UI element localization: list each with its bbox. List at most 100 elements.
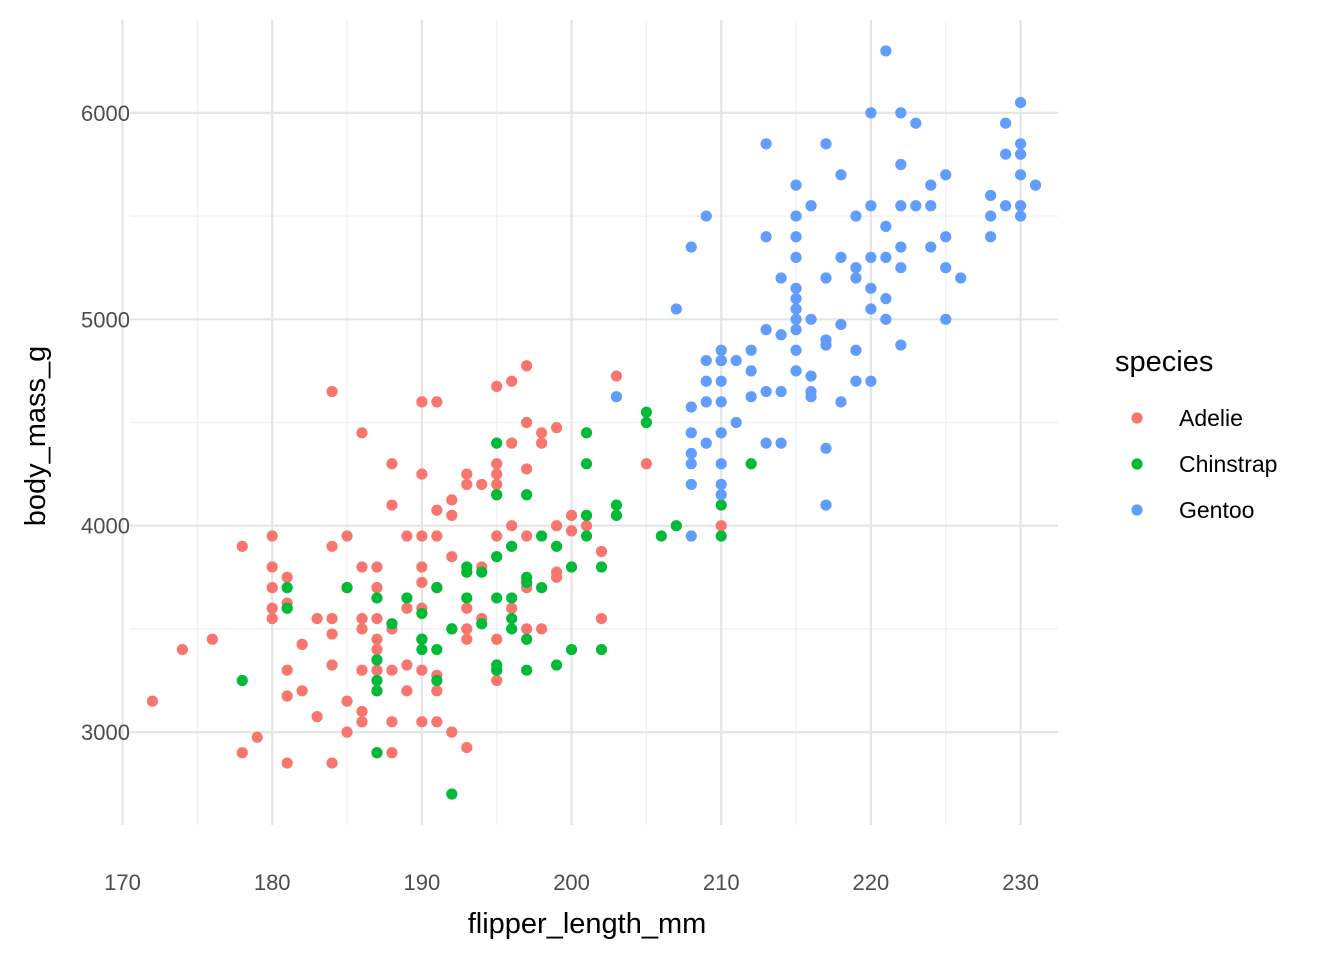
y-tick-label: 4000 — [81, 514, 130, 539]
data-point — [715, 478, 727, 491]
legend-key-gentoo — [1131, 504, 1143, 516]
data-point — [775, 437, 787, 449]
data-point — [895, 241, 907, 253]
data-point — [521, 463, 533, 475]
data-point — [805, 313, 817, 325]
data-point — [326, 385, 338, 398]
data-point — [446, 726, 458, 738]
data-point — [281, 757, 293, 769]
data-point — [655, 530, 667, 542]
data-point — [401, 659, 413, 671]
data-point — [491, 664, 503, 676]
data-point — [536, 427, 548, 439]
data-point — [236, 674, 248, 687]
data-point — [715, 375, 727, 387]
data-point — [491, 468, 503, 480]
data-point — [491, 592, 503, 604]
data-point — [685, 458, 697, 470]
data-point — [805, 200, 817, 212]
data-point — [790, 293, 802, 305]
data-point — [715, 458, 727, 470]
data-point — [536, 530, 548, 542]
data-point — [281, 602, 293, 614]
x-tick-label: 180 — [254, 870, 291, 895]
y-tick-label: 6000 — [81, 101, 130, 126]
data-point — [461, 623, 473, 635]
data-point — [820, 442, 832, 454]
data-point — [1014, 200, 1027, 212]
data-point — [775, 385, 787, 398]
data-point — [580, 509, 593, 521]
data-point — [521, 416, 533, 429]
data-point — [580, 427, 593, 439]
data-point — [521, 530, 533, 542]
data-point — [371, 612, 383, 625]
data-point — [491, 478, 503, 491]
data-point — [985, 210, 997, 222]
data-point — [311, 711, 323, 723]
data-point — [506, 612, 518, 625]
data-point — [790, 303, 802, 315]
data-point — [910, 200, 922, 212]
series-adelie — [146, 360, 727, 769]
data-point — [266, 612, 278, 625]
x-tick-label: 210 — [703, 870, 740, 895]
data-point — [266, 561, 278, 573]
data-point — [1000, 148, 1012, 160]
data-point — [595, 612, 608, 625]
data-point — [775, 329, 787, 341]
data-point — [386, 716, 398, 728]
data-point — [431, 643, 443, 656]
x-axis-tick-labels: 170 180 190 200 210 220 230 — [104, 870, 1039, 895]
x-tick-label: 190 — [404, 870, 441, 895]
data-point — [565, 509, 578, 521]
data-point — [730, 354, 742, 367]
data-point — [685, 241, 697, 253]
data-point — [296, 685, 308, 697]
data-point — [326, 540, 338, 552]
data-point — [955, 272, 967, 284]
data-point — [610, 391, 623, 403]
data-point — [715, 427, 727, 439]
data-point — [580, 458, 593, 470]
data-point — [491, 458, 503, 470]
data-point — [595, 561, 608, 573]
data-point — [715, 499, 727, 511]
data-point — [281, 571, 293, 583]
data-point — [416, 607, 428, 620]
data-point — [910, 117, 922, 129]
data-point — [386, 664, 398, 676]
data-point — [715, 354, 727, 367]
data-point — [985, 231, 997, 243]
data-point — [326, 612, 338, 625]
data-point — [850, 272, 862, 284]
data-point — [760, 138, 772, 150]
data-point — [491, 551, 503, 563]
data-point — [595, 545, 608, 558]
data-point — [416, 643, 428, 656]
data-point — [386, 747, 398, 759]
data-point — [820, 499, 832, 511]
data-point — [281, 582, 293, 594]
legend-label-chinstrap: Chinstrap — [1179, 451, 1277, 477]
data-point — [685, 530, 697, 542]
data-point — [506, 437, 518, 449]
data-point — [491, 380, 503, 392]
data-point — [266, 602, 278, 614]
data-point — [371, 654, 383, 666]
data-point — [790, 251, 802, 263]
data-point — [281, 664, 293, 676]
data-point — [895, 262, 907, 274]
data-point — [790, 344, 802, 356]
data-point — [461, 592, 473, 604]
data-point — [356, 623, 368, 635]
data-point — [401, 592, 413, 604]
data-point — [700, 396, 712, 408]
data-point — [326, 628, 338, 640]
x-tick-label: 230 — [1002, 870, 1039, 895]
x-tick-label: 200 — [553, 870, 590, 895]
legend-key-chinstrap — [1131, 458, 1143, 470]
data-point — [715, 344, 727, 356]
data-point — [865, 282, 877, 294]
data-point — [745, 391, 757, 403]
